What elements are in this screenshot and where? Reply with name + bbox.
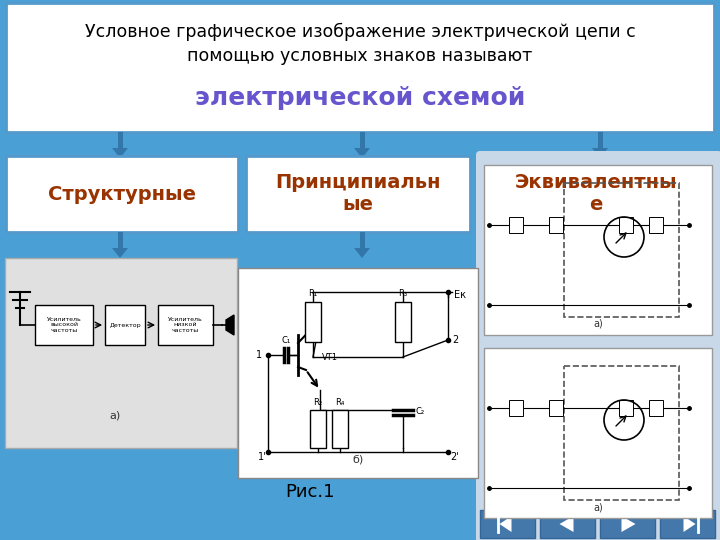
Polygon shape: [500, 516, 511, 532]
Text: б): б): [352, 454, 364, 464]
Polygon shape: [621, 516, 636, 532]
Text: Структурные: Структурные: [48, 185, 196, 204]
Text: R₄: R₄: [336, 398, 345, 407]
Text: электрической схемой: электрической схемой: [195, 86, 525, 110]
Polygon shape: [592, 248, 608, 258]
Bar: [549, 400, 563, 416]
Bar: [35, 305, 93, 345]
Bar: [117, 232, 122, 248]
Text: а): а): [593, 319, 603, 329]
FancyBboxPatch shape: [6, 156, 238, 232]
Text: C₁: C₁: [282, 336, 291, 345]
Bar: [540, 510, 595, 538]
Bar: [649, 217, 663, 233]
Text: R₂: R₂: [313, 398, 323, 407]
Bar: [600, 510, 655, 538]
Bar: [619, 217, 633, 233]
Bar: [332, 410, 348, 448]
FancyBboxPatch shape: [484, 348, 712, 518]
Text: C₂: C₂: [415, 408, 424, 416]
Polygon shape: [354, 148, 370, 158]
Bar: [549, 217, 563, 233]
Text: Эквивалентны
е: Эквивалентны е: [515, 173, 678, 214]
Text: Принципиальн
ые: Принципиальн ые: [275, 173, 441, 214]
Bar: [305, 302, 321, 342]
Bar: [105, 305, 145, 345]
Bar: [649, 400, 663, 416]
Bar: [480, 510, 535, 538]
Polygon shape: [112, 248, 128, 258]
Text: R₃: R₃: [398, 289, 408, 298]
Polygon shape: [592, 148, 608, 158]
Bar: [598, 232, 603, 248]
Text: Детектор: Детектор: [109, 322, 141, 327]
Text: Рис.1: Рис.1: [285, 483, 335, 501]
Text: 2': 2': [450, 452, 459, 462]
Bar: [564, 366, 679, 500]
Polygon shape: [559, 516, 574, 532]
Text: VT1: VT1: [322, 353, 338, 362]
Text: 1: 1: [256, 350, 262, 360]
Bar: [359, 132, 364, 148]
Text: 1': 1': [258, 452, 266, 462]
Bar: [158, 305, 213, 345]
Bar: [117, 132, 122, 148]
Text: а): а): [109, 410, 121, 420]
Text: Усилитель
высокой
частоты: Усилитель высокой частоты: [47, 316, 81, 333]
Polygon shape: [112, 148, 128, 158]
Polygon shape: [226, 315, 234, 335]
FancyBboxPatch shape: [246, 156, 470, 232]
FancyBboxPatch shape: [6, 3, 714, 132]
FancyBboxPatch shape: [5, 258, 237, 448]
Text: а): а): [593, 502, 603, 512]
Text: помощью условных знаков называют: помощью условных знаков называют: [187, 47, 533, 65]
Text: R₁: R₁: [308, 289, 318, 298]
Bar: [509, 217, 523, 233]
Bar: [619, 400, 633, 416]
Bar: [395, 302, 411, 342]
Bar: [660, 510, 715, 538]
FancyBboxPatch shape: [484, 165, 712, 335]
Polygon shape: [683, 516, 696, 532]
Text: Eк: Eк: [454, 290, 466, 300]
Polygon shape: [354, 248, 370, 258]
FancyBboxPatch shape: [478, 156, 714, 232]
Bar: [509, 400, 523, 416]
Bar: [359, 232, 364, 248]
Text: Условное графическое изображение электрической цепи с: Условное графическое изображение электри…: [85, 23, 635, 41]
Text: 2: 2: [452, 335, 458, 345]
Text: Усилитель
низкой
частоты: Усилитель низкой частоты: [168, 316, 203, 333]
Bar: [598, 132, 603, 148]
Bar: [310, 410, 326, 448]
FancyBboxPatch shape: [238, 268, 478, 478]
FancyBboxPatch shape: [476, 151, 720, 540]
Bar: [564, 183, 679, 317]
